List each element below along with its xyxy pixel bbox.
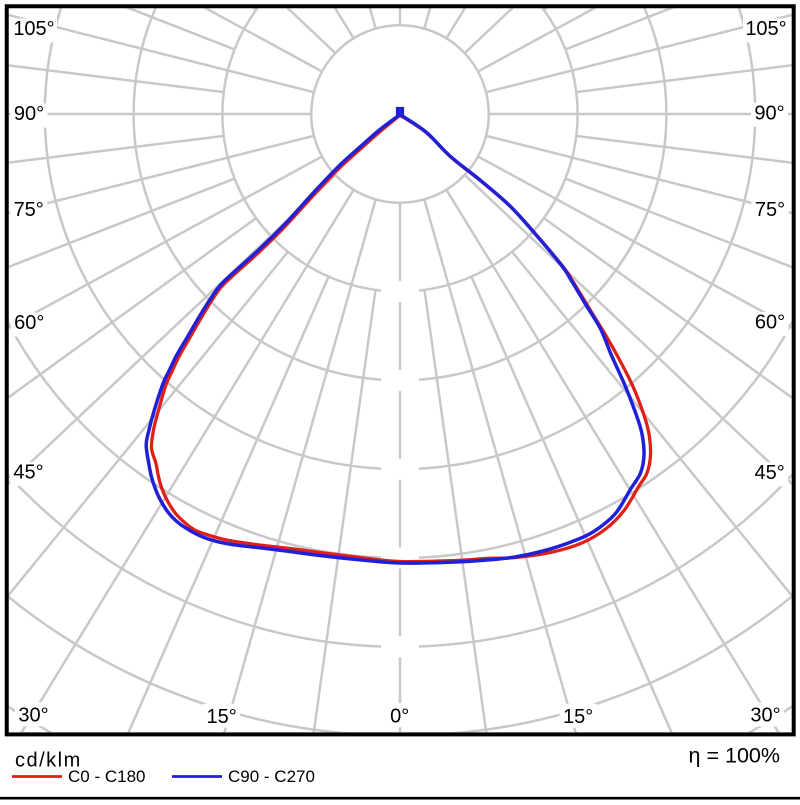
svg-text:15°: 15° xyxy=(563,706,593,728)
svg-text:η = 100%: η = 100% xyxy=(689,744,780,768)
svg-text:105°: 105° xyxy=(13,18,54,40)
svg-text:75°: 75° xyxy=(755,199,785,221)
svg-text:45°: 45° xyxy=(754,462,784,484)
svg-text:15°: 15° xyxy=(206,706,236,728)
svg-text:C90 - C270: C90 - C270 xyxy=(228,767,315,786)
svg-text:90°: 90° xyxy=(754,103,784,125)
svg-text:45°: 45° xyxy=(13,462,43,484)
svg-text:60°: 60° xyxy=(755,312,785,334)
svg-text:C0 - C180: C0 - C180 xyxy=(68,767,145,786)
svg-text:75°: 75° xyxy=(14,199,44,221)
svg-text:60°: 60° xyxy=(14,312,44,334)
svg-text:90°: 90° xyxy=(14,103,44,125)
svg-text:cd/klm: cd/klm xyxy=(15,750,82,772)
svg-text:105°: 105° xyxy=(745,18,786,40)
svg-text:30°: 30° xyxy=(18,705,48,727)
svg-text:30°: 30° xyxy=(750,705,780,727)
svg-text:0°: 0° xyxy=(390,705,409,727)
